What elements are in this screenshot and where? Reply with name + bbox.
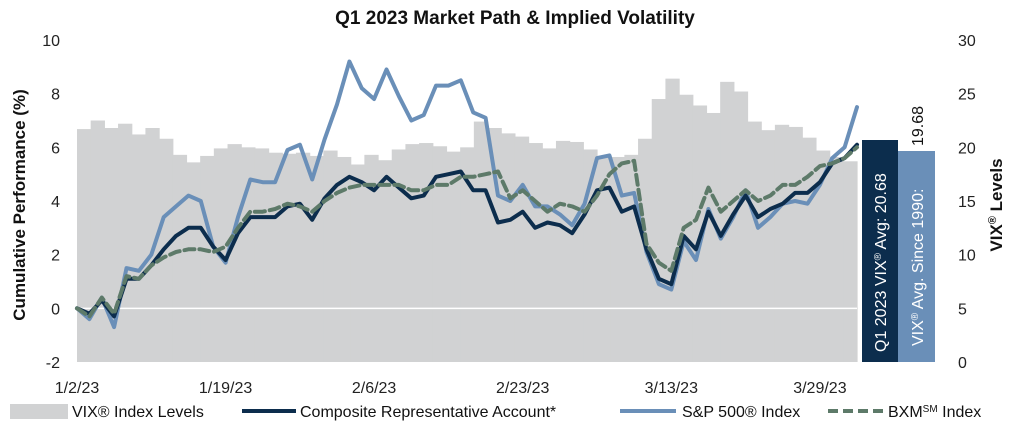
vix-bar [378, 160, 393, 362]
left-tick-label: 0 [51, 301, 60, 318]
vix-bar [473, 121, 489, 362]
since-1990-avg-label: VIX® Avg. Since 1990: [910, 189, 928, 346]
left-tick-label: 4 [51, 194, 60, 211]
chart-title: Q1 2023 Market Path & Implied Volatility [335, 8, 695, 29]
vix-bar [186, 162, 201, 362]
composite-line [75, 142, 859, 319]
vix-bar [555, 140, 571, 362]
left-tick-label: 8 [51, 87, 60, 104]
vix-bar [761, 130, 776, 362]
vix-bar [405, 144, 420, 362]
vix-bar [774, 124, 790, 362]
vix-bar [118, 123, 133, 362]
left-tick-label: 6 [51, 140, 60, 157]
vix-bar [514, 136, 530, 362]
vix-bar [569, 141, 584, 362]
vix-bar [829, 156, 844, 362]
vix-bar [528, 143, 543, 362]
vix-bar [597, 156, 612, 362]
right-tick-label: 25 [958, 87, 976, 104]
bxm-line [75, 145, 859, 319]
right-axis-title-sup: ® [987, 216, 999, 224]
x-tick-label: 1/2/23 [55, 380, 100, 397]
vix-bar [364, 154, 379, 362]
q1-vix-avg-label: Q1 2023 VIX® Avg: 20.68 [873, 173, 891, 352]
vix-bar [131, 134, 147, 362]
vix-bar [295, 152, 311, 362]
vix-bar [282, 153, 297, 362]
vix-bar [90, 120, 105, 362]
vix-bar [706, 112, 721, 363]
right-axis-ticks: 0 5 10 15 20 25 30 [958, 33, 976, 372]
legend: VIX® Index Levels Composite Representati… [10, 404, 981, 422]
vix-bar [323, 150, 338, 362]
vix-bar [651, 99, 667, 362]
left-axis-ticks: -2 0 2 4 6 8 10 [42, 33, 60, 372]
vix-bars-group [77, 78, 858, 363]
x-axis-ticks: 1/2/23 1/19/23 2/6/23 2/23/23 3/13/23 3/29/23 [55, 380, 847, 397]
right-tick-label: 30 [958, 33, 976, 50]
vix-bar [200, 155, 215, 362]
right-tick-label: 0 [958, 355, 967, 372]
x-tick-label: 2/23/23 [496, 380, 549, 397]
vix-bar [350, 164, 365, 362]
since-1990-avg-box: VIX® Avg. Since 1990: 19.68 [898, 106, 935, 362]
right-tick-label: 5 [958, 301, 967, 318]
legend-label-sp500: S&P 500® Index [682, 404, 800, 421]
legend-label-composite: Composite Representative Account* [300, 404, 556, 421]
vix-bar [733, 91, 749, 363]
x-tick-label: 3/13/23 [645, 380, 698, 397]
vix-bar [843, 161, 858, 362]
vix-bar [501, 133, 516, 362]
left-tick-label: -2 [46, 355, 60, 372]
vix-bar [815, 150, 831, 362]
vix-bar [542, 148, 557, 362]
vix-bar [309, 155, 324, 362]
q1-vix-avg-box: Q1 2023 VIX® Avg: 20.68 [862, 140, 898, 362]
vix-bar [227, 144, 242, 362]
vix-bar [788, 126, 803, 362]
vix-bar [172, 154, 188, 362]
legend-swatch-vix [10, 404, 68, 419]
left-tick-label: 10 [42, 33, 60, 50]
right-axis-title-prefix: VIX [987, 224, 1006, 252]
x-tick-label: 1/19/23 [199, 380, 252, 397]
vix-bar [104, 128, 119, 362]
vix-bar [337, 156, 352, 362]
legend-label-bxm: BXMSM Index [888, 404, 981, 422]
legend-label-vix: VIX® Index Levels [72, 404, 204, 421]
right-axis-title: VIX® Levels [987, 158, 1006, 251]
series-lines-group [75, 59, 859, 330]
vix-bar [159, 138, 174, 362]
vix-bar [268, 152, 283, 362]
right-axis-title-suffix: Levels [987, 158, 1006, 216]
vix-bar [446, 151, 461, 362]
right-tick-label: 15 [958, 194, 976, 211]
left-tick-label: 2 [51, 248, 60, 265]
x-tick-label: 3/29/23 [793, 380, 846, 397]
q1-vix-avg-box-bg [862, 140, 898, 362]
since-1990-avg-box-bg [898, 151, 935, 362]
vix-bar [419, 143, 434, 362]
right-tick-label: 20 [958, 140, 976, 157]
right-tick-label: 10 [958, 248, 976, 265]
left-axis-title: Cumulative Performance (%) [10, 89, 29, 320]
x-tick-label: 2/6/23 [352, 380, 397, 397]
vix-bar [77, 129, 92, 362]
vix-bar [747, 121, 762, 362]
vix-bar [665, 78, 680, 362]
since-1990-avg-value: 19.68 [910, 106, 927, 146]
